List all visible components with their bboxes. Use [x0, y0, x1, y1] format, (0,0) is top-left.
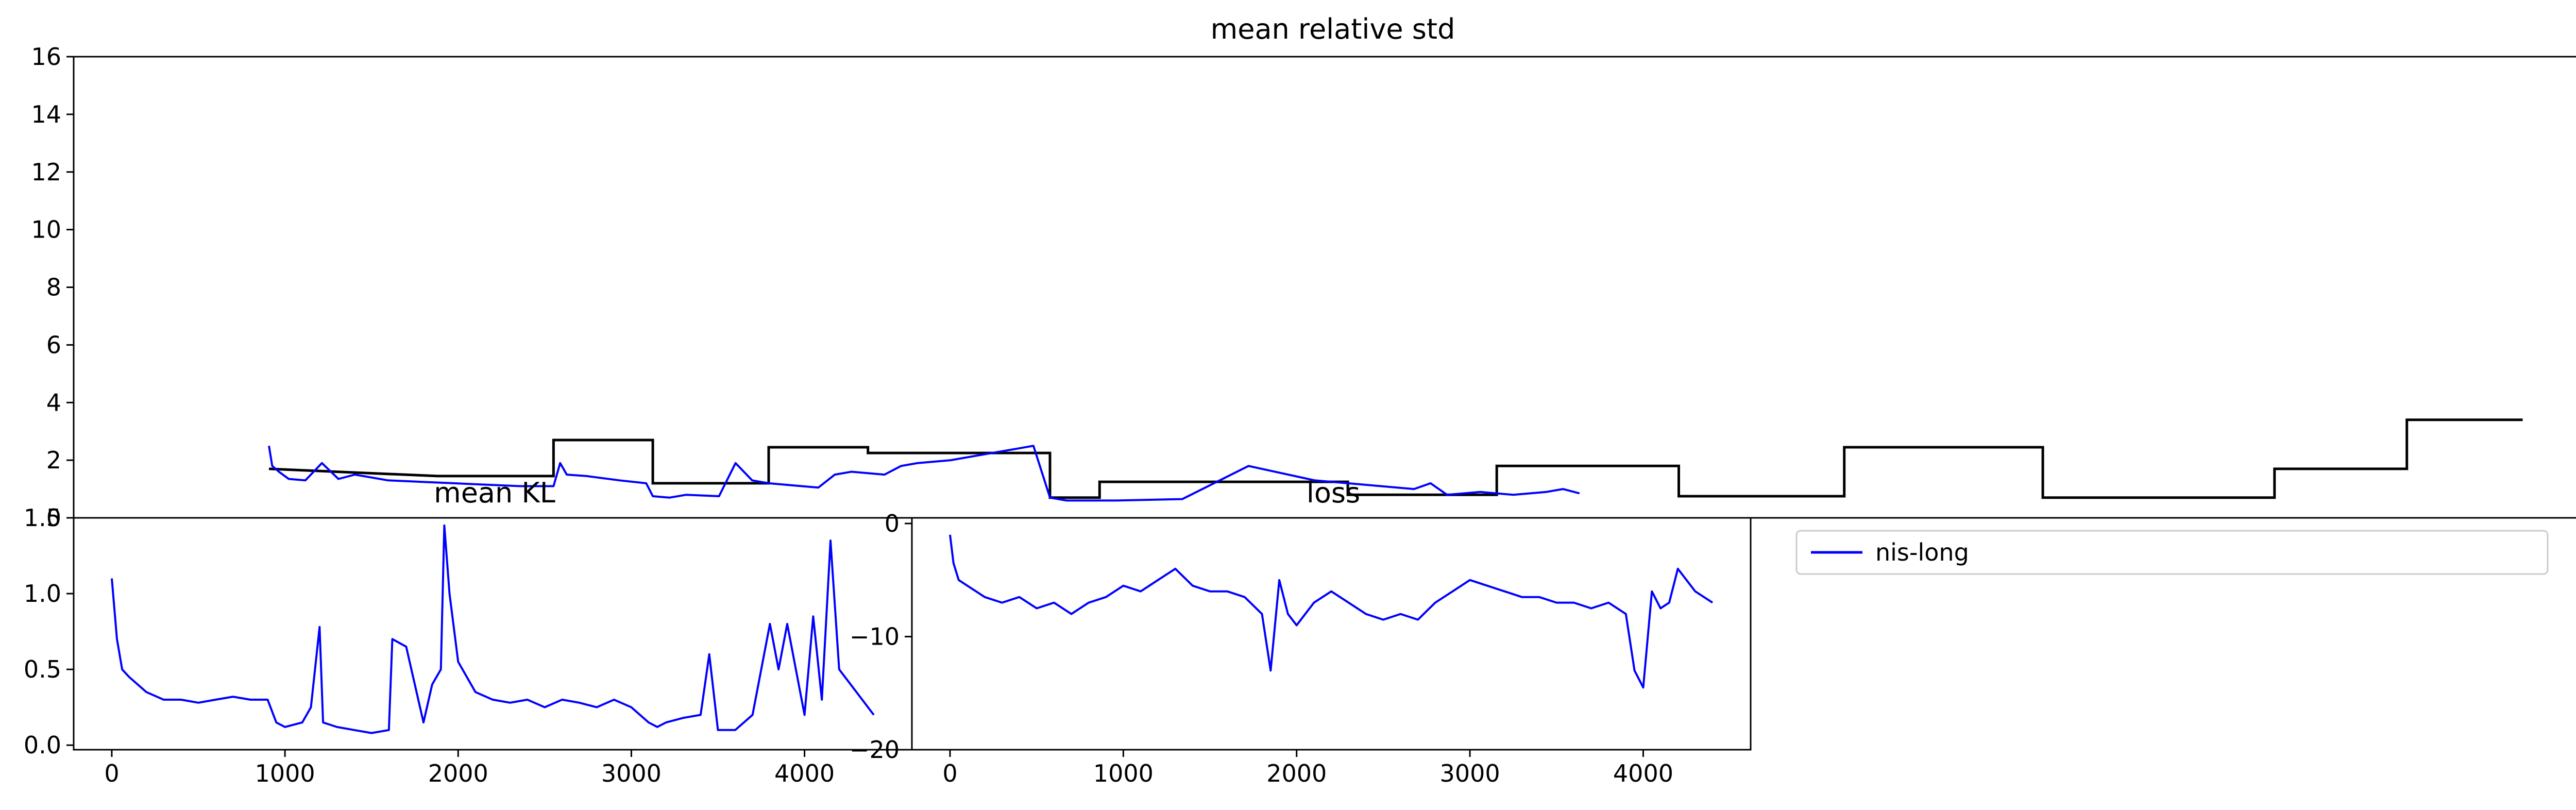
kl-xtick-label: 0 — [104, 760, 119, 787]
loss-ytick-label: −10 — [850, 622, 900, 650]
loss-panel: 0 −10 −20 0 1000 2000 3000 4000 loss — [850, 477, 1752, 787]
kl-ytick-label: 0.0 — [24, 731, 61, 759]
top-ytick-label: 4 — [46, 389, 61, 416]
top-ytick-label: 10 — [31, 216, 61, 244]
top-ytick-label: 6 — [46, 331, 61, 359]
kl-ytick-label: 0.5 — [24, 655, 61, 683]
kl-series-line-1 — [111, 524, 875, 734]
loss-ytick-label: −20 — [850, 736, 900, 764]
kl-ytick-label: 1.5 — [24, 504, 61, 532]
loss-series-line-1 — [949, 534, 1714, 689]
top-series-line-2 — [268, 445, 1580, 502]
loss-ytick-label: 0 — [885, 510, 900, 537]
kl-xtick-label: 2000 — [428, 760, 488, 787]
top-ytick-label: 0 — [46, 504, 61, 532]
kl-xtick-label: 4000 — [774, 760, 835, 787]
loss-xtick-label: 4000 — [1613, 760, 1673, 787]
legend-label-nis-long: nis-long — [1875, 538, 1969, 566]
legend-panel: nis-long — [1750, 518, 2549, 750]
kl-ytick-label: 1.0 — [24, 580, 61, 608]
mean-relative-std-panel: mean relative std 0 2 4 6 8 10 12 14 16 — [31, 13, 2576, 532]
legend: nis-long — [1795, 530, 2549, 575]
loss-xtick-label: 0 — [942, 760, 957, 787]
top-series-line-1 — [268, 418, 2523, 499]
top-ytick-label: 2 — [46, 446, 61, 474]
loss-xtick-label: 1000 — [1093, 760, 1154, 787]
loss-xtick-label: 2000 — [1266, 760, 1327, 787]
top-ytick-label: 14 — [31, 100, 61, 128]
mean-kl-panel: 0.00.51.01.50 1000 2000 3000 4000 mean KL — [24, 477, 913, 787]
top-ytick-label: 8 — [46, 274, 61, 301]
loss-xtick-label: 3000 — [1440, 760, 1500, 787]
kl-xtick-label: 3000 — [601, 760, 662, 787]
top-chart-title: mean relative std — [1211, 13, 1455, 45]
kl-chart-title: mean KL — [434, 477, 555, 509]
kl-xtick-label: 1000 — [255, 760, 315, 787]
legend-box — [1795, 530, 2549, 575]
loss-chart-title: loss — [1307, 477, 1360, 509]
top-ytick-label: 16 — [31, 43, 61, 71]
top-ytick-label: 12 — [31, 158, 61, 186]
